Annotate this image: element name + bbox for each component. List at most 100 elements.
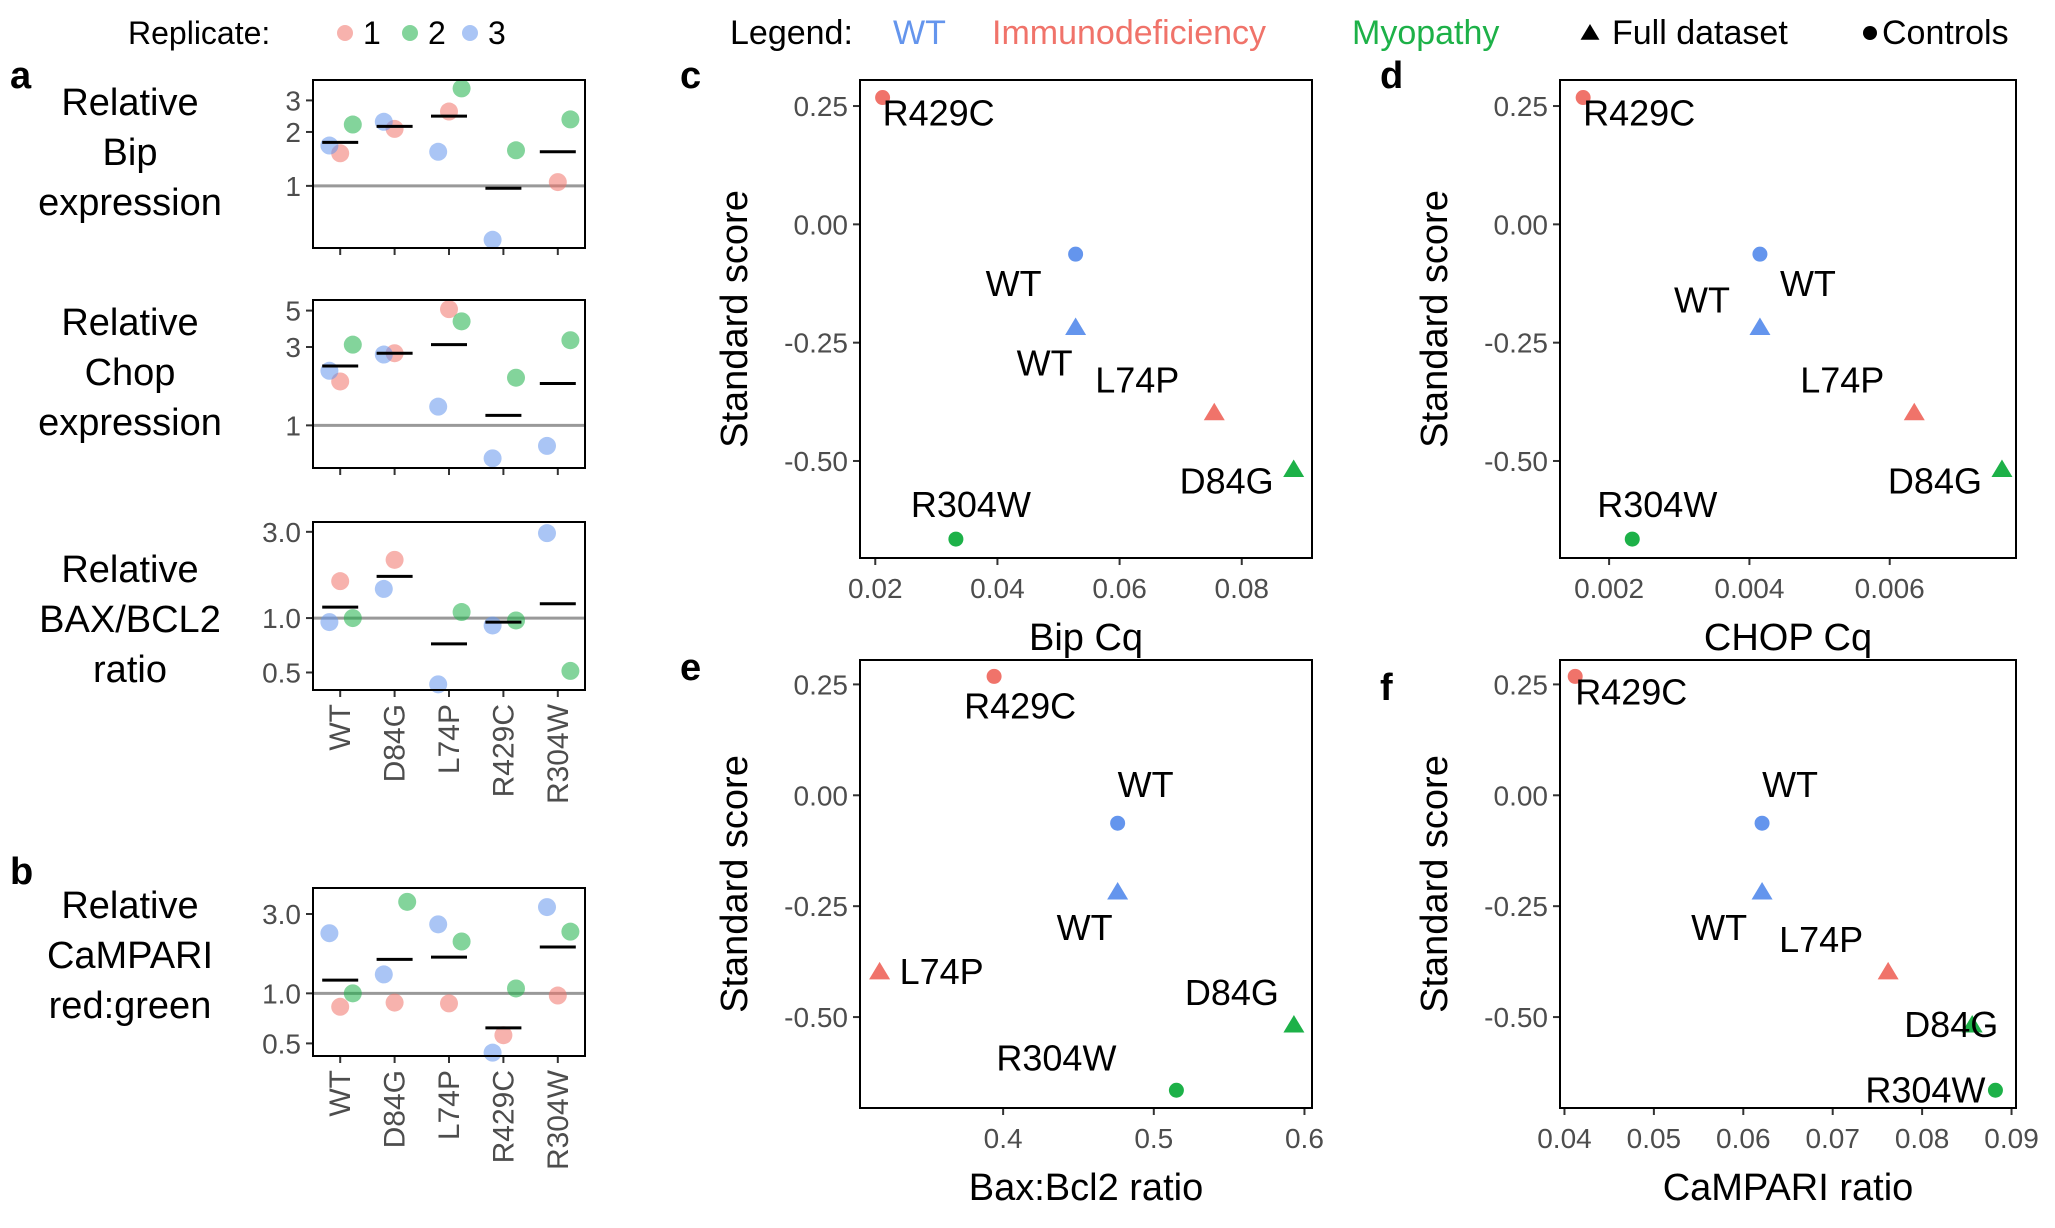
category-label: L74P	[433, 704, 466, 774]
point-l74p-full-dataset	[1203, 402, 1225, 421]
replicate-point	[440, 102, 458, 121]
replicate-point	[440, 300, 458, 319]
replicate-point	[343, 984, 362, 1003]
y-tick-label: 0.5	[262, 657, 301, 688]
point-label: R304W	[911, 484, 1031, 525]
point-wt-controls	[1110, 815, 1126, 831]
point-label: R429C	[964, 685, 1076, 726]
y-tick-label: 1.0	[262, 978, 301, 1009]
category-label: R304W	[542, 1069, 575, 1170]
point-wt-full-dataset	[1065, 317, 1087, 336]
panel-frame	[312, 887, 586, 1057]
replicate-point	[538, 436, 556, 455]
panel-d: d 0.25 0.00 -0.25 -0.50 0.002 0.004 0.006 CHOP C…	[1380, 55, 2017, 659]
panel-letter-b: b	[10, 851, 33, 893]
point-d84g-full-dataset	[1283, 1015, 1305, 1033]
x-tick-label: 0.09	[1984, 1123, 2039, 1154]
x-tick-label: 0.6	[1285, 1123, 1324, 1154]
x-tick-label: 0.06	[1092, 573, 1147, 604]
point-label: L74P	[1800, 360, 1884, 401]
category-label: WT	[324, 704, 357, 751]
x-tick-label: 0.004	[1714, 573, 1784, 604]
replicate-point	[331, 997, 350, 1016]
x-axis-title: Bax:Bcl2 ratio	[969, 1167, 1203, 1209]
y-tick-label: 0.25	[1494, 669, 1549, 700]
point-r304w-controls	[1168, 1082, 1184, 1098]
x-tick-label: 0.07	[1805, 1123, 1860, 1154]
y-tick-label: -0.25	[784, 328, 848, 359]
point-d84g-full-dataset	[1991, 459, 2013, 477]
replicate-point	[483, 449, 502, 468]
point-r429c-controls	[875, 90, 891, 106]
point-label: R304W	[1597, 484, 1717, 525]
point-label: R429C	[1575, 671, 1687, 712]
replicate-point	[561, 661, 580, 680]
y-tick-label: 0.25	[794, 91, 849, 122]
panel-letter-a: a	[10, 55, 32, 97]
point-label: WT	[1780, 263, 1836, 304]
y-tick-label: -0.50	[1484, 446, 1548, 477]
x-axis-title: CHOP Cq	[1704, 617, 1872, 659]
x-tick-label: 0.5	[1134, 1123, 1173, 1154]
y-tick-label: 0.5	[262, 1028, 301, 1059]
replicate-point	[343, 115, 362, 134]
point-label: R304W	[1865, 1069, 1985, 1110]
legend-group-wt: WT	[893, 14, 946, 52]
y-tick-label: 3	[285, 85, 301, 116]
point-label: WT	[1118, 764, 1174, 805]
y-tick-label: 0.00	[794, 209, 849, 240]
point-r429c-controls	[1575, 90, 1591, 106]
panel-a3: Relative BAX/BCL2 ratio 0.5 1.0 3.0 WT D84G L74P…	[39, 517, 586, 804]
point-wt-controls	[1752, 246, 1768, 262]
legend-group-immunodeficiency: Immunodeficiency	[992, 14, 1266, 52]
y-axis-title: Standard score	[714, 190, 756, 448]
x-tick-label: 0.08	[1215, 573, 1270, 604]
x-axis-title: Bip Cq	[1029, 617, 1143, 659]
point-label: WT	[1017, 343, 1073, 384]
point-wt-full-dataset	[1107, 881, 1129, 900]
point-wt-full-dataset	[1751, 881, 1773, 900]
replicate-point	[538, 898, 556, 917]
y-tick-label: -0.25	[784, 891, 848, 922]
replicate-point	[452, 932, 471, 951]
replicate-point	[561, 331, 580, 350]
point-label: WT	[1674, 280, 1730, 321]
replicate-point	[320, 613, 339, 632]
x-tick-label: 0.02	[848, 573, 903, 604]
point-label: D84G	[1888, 460, 1982, 501]
replicate-point	[548, 173, 567, 192]
point-r429c-controls	[986, 668, 1002, 684]
point-label: WT	[1762, 764, 1818, 805]
panel-frame	[1559, 79, 2017, 559]
panel-letter-c: c	[680, 55, 701, 97]
replicate-point	[374, 579, 393, 598]
y-tick-label: -0.50	[784, 1002, 848, 1033]
panel-title-line: red:green	[49, 985, 212, 1027]
point-d84g-full-dataset	[1283, 459, 1305, 477]
y-tick-label: 0.00	[794, 780, 849, 811]
point-label: WT	[1057, 907, 1113, 948]
point-label: L74P	[1095, 360, 1179, 401]
x-tick-label: 0.002	[1574, 573, 1644, 604]
category-label: R304W	[542, 703, 575, 804]
category-label: R429C	[487, 1070, 520, 1163]
y-tick-label: 2	[285, 117, 301, 148]
y-tick-label: 0.00	[1494, 780, 1549, 811]
replicate-point	[429, 675, 448, 694]
y-tick-label: 3.0	[262, 899, 301, 930]
replicate-point	[548, 986, 567, 1005]
controls-circle-icon	[1863, 26, 1877, 40]
panel-frame	[312, 79, 586, 249]
point-l74p-full-dataset	[1877, 961, 1899, 980]
y-tick-label: 0.25	[1494, 91, 1549, 122]
y-tick-label: 3	[285, 332, 301, 363]
full-dataset-triangle-icon	[1580, 24, 1600, 40]
replicate-key-2	[402, 25, 418, 41]
panel-letter-d: d	[1380, 55, 1403, 97]
x-tick-label: 0.08	[1895, 1123, 1950, 1154]
replicate-point	[452, 603, 471, 622]
replicate-key-1	[337, 25, 353, 41]
figure-header: Replicate: 1 2 3 Legend: WT Immunodeficiency My…	[128, 14, 2009, 52]
replicate-point	[398, 892, 417, 911]
